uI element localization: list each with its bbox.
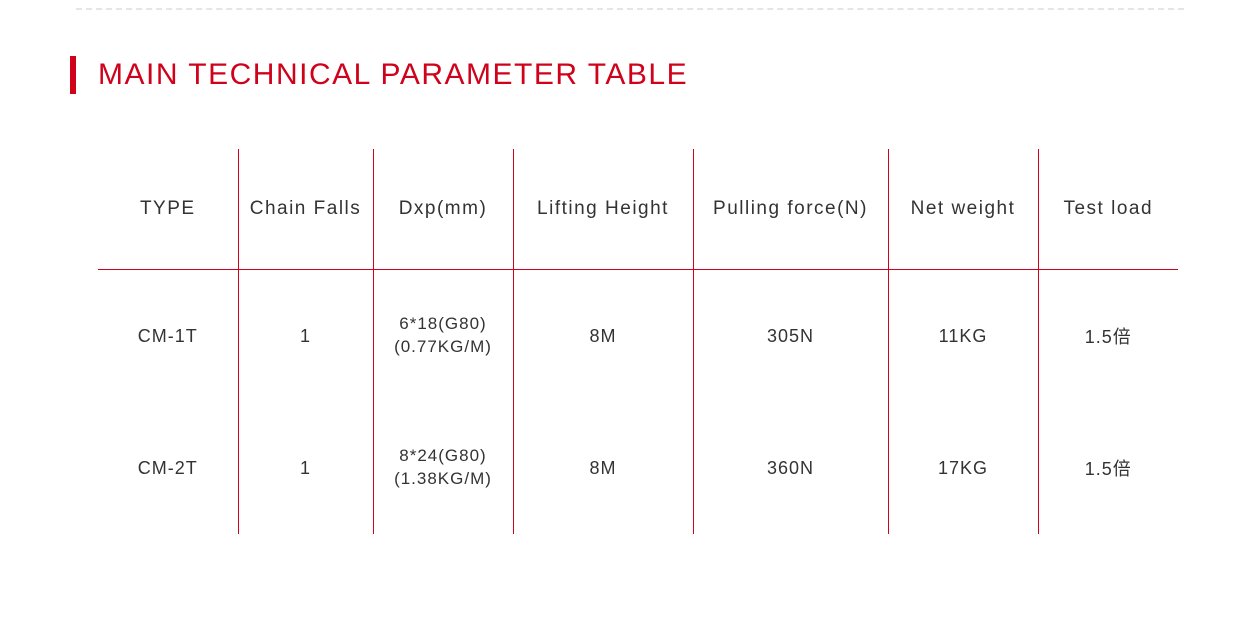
- cell-chain-falls: 1: [238, 270, 373, 403]
- accent-bar-icon: [70, 56, 76, 94]
- col-pulling-force: Pulling force(N): [693, 149, 888, 270]
- cell-chain-falls: 1: [238, 402, 373, 534]
- col-type: TYPE: [98, 149, 238, 270]
- cell-dxp: 6*18(G80) (0.77KG/M): [373, 270, 513, 403]
- cell-net-weight: 17KG: [888, 402, 1038, 534]
- cell-dxp-line2: (0.77KG/M): [375, 336, 512, 359]
- col-net-weight: Net weight: [888, 149, 1038, 270]
- title-row: MAIN TECHNICAL PARAMETER TABLE: [70, 56, 1190, 94]
- cell-type: CM-1T: [98, 270, 238, 403]
- top-divider: [76, 8, 1184, 11]
- col-chain-falls: Chain Falls: [238, 149, 373, 270]
- cell-test-load: 1.5倍: [1038, 270, 1178, 403]
- cell-lifting-height: 8M: [513, 402, 693, 534]
- cell-dxp-line2: (1.38KG/M): [375, 468, 512, 491]
- table-header-row: TYPE Chain Falls Dxp(mm) Lifting Height …: [98, 149, 1178, 270]
- col-lifting-height: Lifting Height: [513, 149, 693, 270]
- col-test-load: Test load: [1038, 149, 1178, 270]
- cell-dxp-line1: 6*18(G80): [375, 313, 512, 336]
- col-dxp: Dxp(mm): [373, 149, 513, 270]
- cell-dxp-line1: 8*24(G80): [375, 445, 512, 468]
- parameter-table: TYPE Chain Falls Dxp(mm) Lifting Height …: [98, 149, 1178, 534]
- cell-test-load: 1.5倍: [1038, 402, 1178, 534]
- table-row: CM-1T 1 6*18(G80) (0.77KG/M) 8M 305N 11K…: [98, 270, 1178, 403]
- cell-type: CM-2T: [98, 402, 238, 534]
- cell-dxp: 8*24(G80) (1.38KG/M): [373, 402, 513, 534]
- page-title: MAIN TECHNICAL PARAMETER TABLE: [98, 58, 688, 92]
- table-row: CM-2T 1 8*24(G80) (1.38KG/M) 8M 360N 17K…: [98, 402, 1178, 534]
- cell-net-weight: 11KG: [888, 270, 1038, 403]
- page: MAIN TECHNICAL PARAMETER TABLE TYPE Chai…: [0, 8, 1260, 534]
- cell-lifting-height: 8M: [513, 270, 693, 403]
- cell-pulling-force: 360N: [693, 402, 888, 534]
- cell-pulling-force: 305N: [693, 270, 888, 403]
